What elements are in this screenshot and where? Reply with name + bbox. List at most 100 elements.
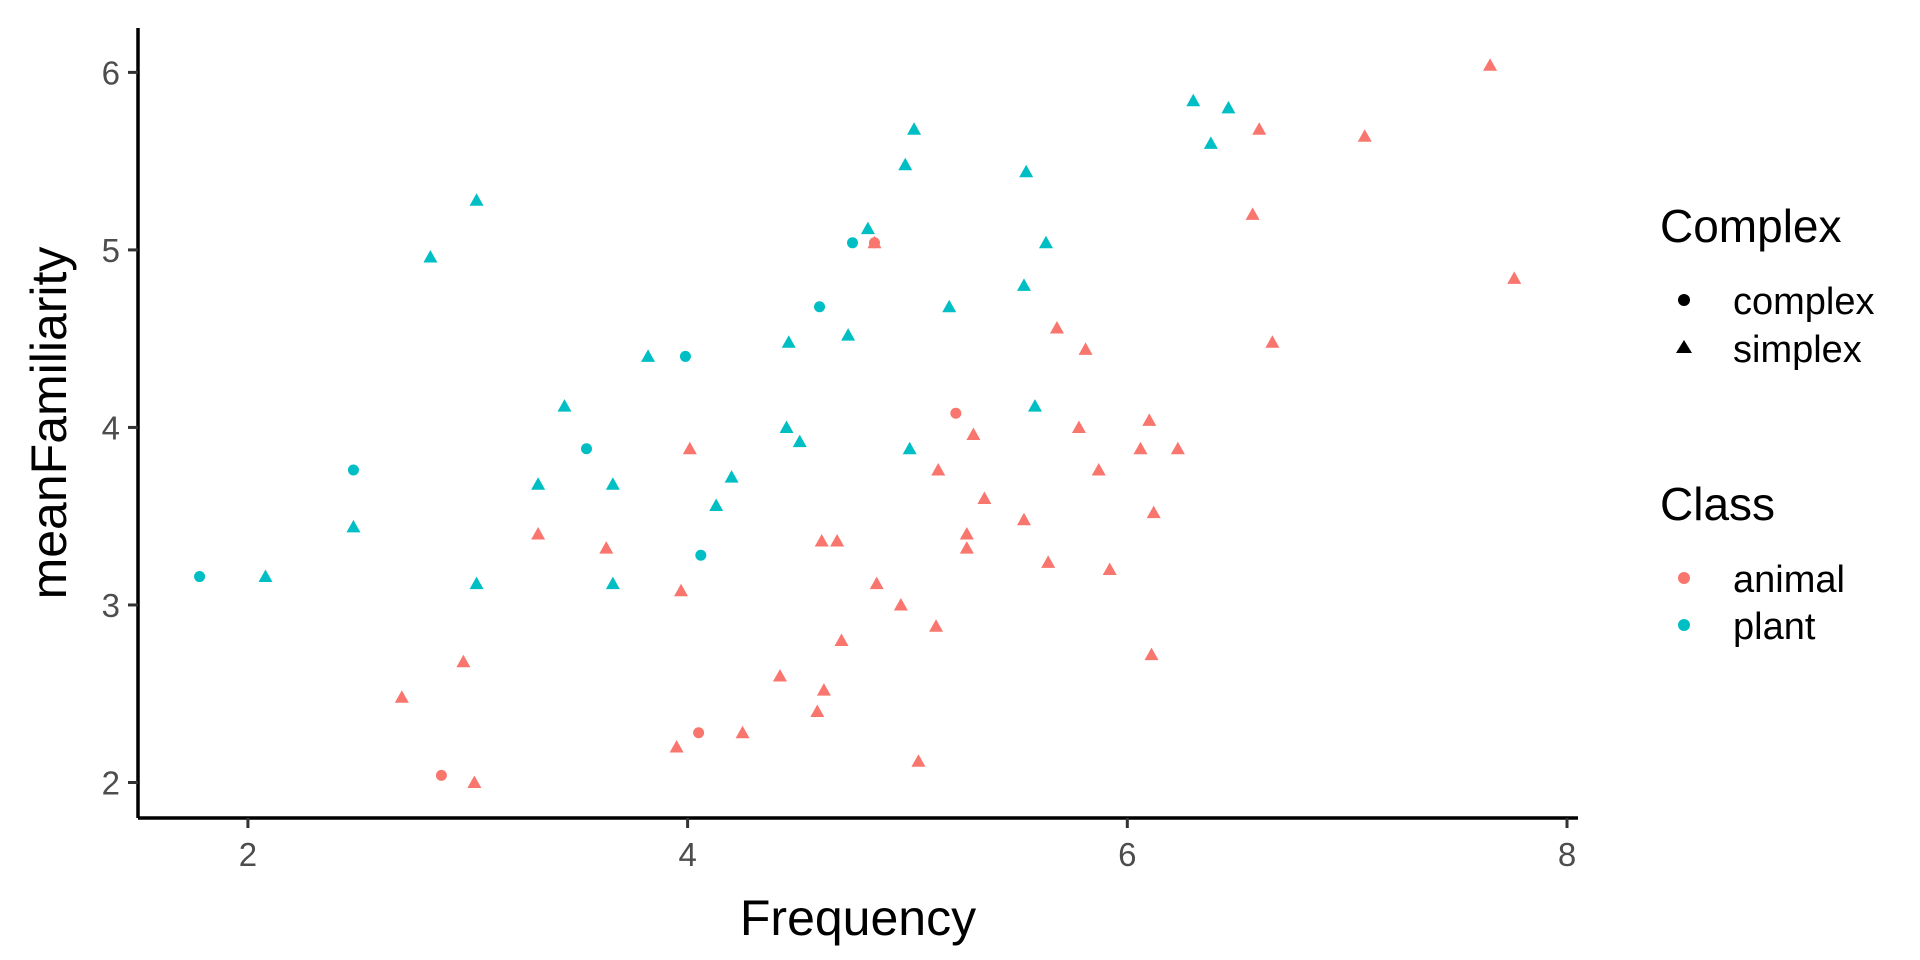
data-point-plant-simplex	[423, 250, 438, 263]
data-point-animal-simplex	[966, 427, 981, 441]
legend-complex-label: complex	[1733, 281, 1875, 323]
y-tick-label: 6	[102, 54, 120, 91]
data-point-plant-simplex	[1027, 399, 1042, 412]
data-point-animal-simplex	[1016, 512, 1031, 526]
data-point-plant-simplex	[841, 328, 856, 341]
legend-class-title: Class	[1660, 478, 1775, 530]
data-point-plant-simplex	[1221, 100, 1236, 114]
data-point-animal-simplex	[1071, 420, 1086, 433]
legend-plant-label: plant	[1733, 606, 1816, 648]
data-point-animal-simplex	[867, 235, 882, 249]
y-tick-label: 5	[102, 232, 120, 269]
data-point-plant-simplex	[907, 122, 922, 135]
data-point-animal-complex	[435, 769, 447, 781]
data-point-animal-simplex	[674, 583, 689, 597]
data-point-animal-simplex	[931, 463, 946, 476]
data-point-plant-simplex	[641, 349, 656, 362]
legend-class: Class animal plant	[1660, 478, 1845, 648]
data-point-animal-simplex	[1144, 647, 1159, 661]
data-point-plant-simplex	[605, 576, 620, 590]
data-point-plant-complex	[347, 464, 359, 476]
data-point-animal-simplex	[1245, 207, 1260, 220]
data-point-plant-complex	[814, 301, 826, 313]
x-tick-label: 8	[1558, 836, 1576, 873]
data-point-animal-simplex	[1078, 342, 1093, 355]
data-point-plant-simplex	[469, 576, 484, 590]
data-point-plant-simplex	[1186, 93, 1201, 107]
data-point-plant-simplex	[1203, 136, 1218, 149]
y-tick-label: 3	[102, 587, 120, 624]
data-point-animal-simplex	[531, 526, 546, 540]
points-layer	[194, 58, 1522, 788]
data-point-plant-complex	[580, 443, 592, 455]
data-point-plant-simplex	[781, 335, 796, 348]
data-point-plant-simplex	[469, 193, 484, 206]
x-ticks: 2 4 6 8	[239, 818, 1576, 873]
data-point-animal-simplex	[816, 683, 831, 696]
data-point-animal-simplex	[1265, 335, 1280, 348]
data-point-animal-simplex	[834, 633, 849, 646]
legend-complex-circle-icon	[1678, 294, 1690, 306]
data-point-plant-complex	[847, 237, 859, 249]
data-point-plant-simplex	[902, 441, 917, 455]
x-tick-label: 2	[239, 836, 257, 873]
data-point-plant-simplex	[779, 420, 794, 433]
legend-complex: Complex complex simplex	[1660, 200, 1875, 371]
data-point-animal-simplex	[1133, 441, 1148, 455]
data-point-animal-simplex	[893, 597, 908, 611]
data-point-animal-simplex	[599, 541, 614, 554]
data-point-plant-simplex	[1019, 164, 1034, 178]
legend-simplex-triangle-icon	[1676, 340, 1692, 353]
y-ticks: 2 3 4 5 6	[102, 54, 138, 801]
data-point-animal-simplex	[772, 668, 787, 682]
data-point-plant-simplex	[1016, 278, 1031, 291]
data-point-plant-simplex	[605, 477, 620, 490]
data-point-animal-complex	[950, 407, 962, 419]
data-point-animal-complex	[693, 727, 705, 739]
data-point-animal-simplex	[977, 491, 992, 504]
data-point-plant-simplex	[942, 299, 957, 313]
data-point-animal-simplex	[911, 754, 926, 767]
data-point-animal-simplex	[959, 526, 974, 540]
data-point-animal-simplex	[1091, 463, 1106, 476]
data-point-plant-simplex	[1038, 235, 1053, 249]
data-point-plant-simplex	[709, 498, 724, 512]
data-point-animal-simplex	[814, 534, 829, 547]
data-point-animal-simplex	[1170, 441, 1185, 455]
data-point-plant-simplex	[258, 569, 273, 583]
data-point-animal-simplex	[669, 739, 684, 753]
data-point-plant-complex	[194, 571, 206, 583]
data-point-animal-simplex	[467, 775, 482, 788]
data-point-animal-simplex	[1507, 271, 1522, 284]
data-point-animal-simplex	[810, 704, 825, 717]
data-point-plant-simplex	[792, 434, 807, 448]
data-point-plant-complex	[679, 350, 691, 362]
data-point-animal-simplex	[1146, 505, 1161, 519]
y-axis-title: meanFamiliarity	[21, 247, 77, 600]
data-point-plant-simplex	[531, 477, 546, 490]
data-point-animal-simplex	[1483, 58, 1498, 71]
data-point-animal-simplex	[1049, 321, 1064, 334]
data-point-animal-simplex	[869, 576, 884, 590]
data-point-animal-simplex	[959, 541, 974, 554]
data-point-plant-simplex	[346, 519, 361, 533]
y-tick-label: 2	[102, 764, 120, 801]
data-point-plant-simplex	[860, 221, 875, 235]
legend-complex-title: Complex	[1660, 200, 1842, 252]
legend-simplex-label: simplex	[1733, 329, 1862, 371]
legend-animal-label: animal	[1733, 559, 1845, 601]
data-point-animal-simplex	[1357, 129, 1372, 142]
data-point-animal-simplex	[456, 654, 471, 668]
data-point-animal-simplex	[929, 619, 944, 632]
data-point-animal-simplex	[682, 441, 697, 455]
legend-plant-circle-icon	[1678, 619, 1690, 631]
data-point-animal-simplex	[830, 534, 845, 547]
data-point-animal-simplex	[1252, 122, 1267, 135]
x-tick-label: 6	[1118, 836, 1136, 873]
data-point-animal-simplex	[394, 690, 409, 703]
x-tick-label: 4	[678, 836, 696, 873]
data-point-animal-simplex	[1142, 413, 1157, 426]
data-point-plant-simplex	[724, 470, 739, 483]
axes	[136, 28, 1578, 820]
